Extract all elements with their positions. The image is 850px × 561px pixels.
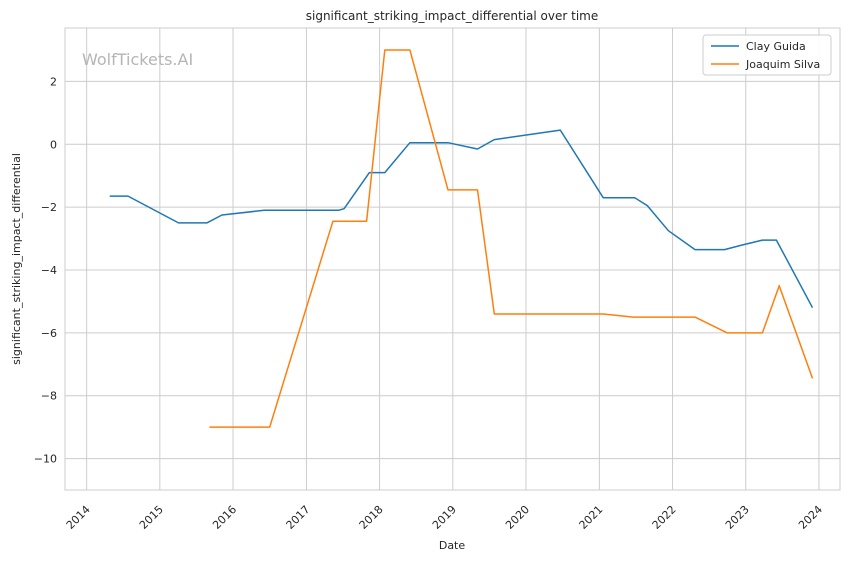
x-axis-title: Date xyxy=(439,539,466,552)
x-tick-label: 2021 xyxy=(577,503,606,532)
y-tick-label: −10 xyxy=(34,453,57,466)
series-layer xyxy=(109,49,814,428)
x-axis: 2014 2015 2016 2017 2018 2019 2020 2021 2022 2023… xyxy=(64,503,825,532)
series-line-clay-guida xyxy=(109,129,814,309)
y-axis: −10 −8 −6 −4 −2 0 2 xyxy=(34,75,57,465)
y-tick-label: −4 xyxy=(41,264,57,277)
y-tick-label: 2 xyxy=(50,75,57,88)
x-tick-label: 2023 xyxy=(723,503,752,532)
plot-frame xyxy=(64,27,841,491)
x-tick-label: 2024 xyxy=(796,503,825,532)
x-tick-label: 2018 xyxy=(357,503,386,532)
y-tick-label: −8 xyxy=(41,390,57,403)
chart-title: significant_striking_impact_differential… xyxy=(306,9,598,23)
x-tick-label: 2015 xyxy=(137,503,166,532)
grid xyxy=(65,28,840,490)
x-tick-label: 2016 xyxy=(210,503,239,532)
x-tick-label: 2017 xyxy=(284,503,313,532)
legend: Clay Guida Joaquim Silva xyxy=(702,34,832,76)
x-tick-label: 2019 xyxy=(430,503,459,532)
x-tick-label: 2022 xyxy=(650,503,679,532)
watermark: WolfTickets.AI xyxy=(82,50,193,69)
y-axis-title: significant_striking_impact_differential xyxy=(10,153,23,365)
legend-label-joaquim-silva: Joaquim Silva xyxy=(745,58,820,71)
x-tick-label: 2014 xyxy=(64,503,93,532)
series-line-joaquim-silva xyxy=(209,49,814,428)
y-tick-label: −6 xyxy=(41,327,57,340)
legend-box xyxy=(702,34,832,76)
x-tick-label: 2020 xyxy=(503,503,532,532)
legend-label-clay-guida: Clay Guida xyxy=(746,40,806,53)
y-tick-label: 0 xyxy=(50,138,57,151)
y-tick-label: −2 xyxy=(41,201,57,214)
